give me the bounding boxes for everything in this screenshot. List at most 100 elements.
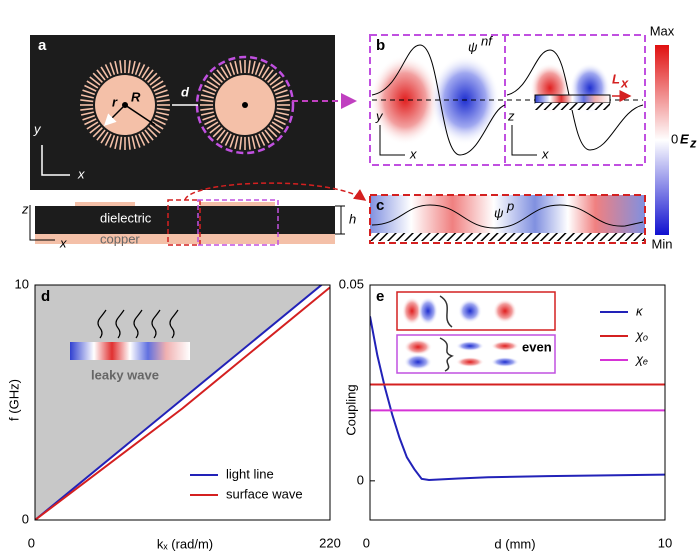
axis-z: z	[21, 201, 29, 216]
y-tick-label: 0	[22, 511, 29, 526]
resonator-spoke	[151, 121, 164, 130]
resonator-spoke	[258, 64, 266, 77]
resonator-spoke	[119, 60, 123, 74]
panel-b: b ψ nf L x y x z x	[369, 33, 646, 166]
resonator-spoke	[89, 124, 101, 134]
resonator-spoke	[109, 134, 116, 148]
colorbar-max: Max	[650, 23, 675, 38]
resonator-spoke	[216, 129, 226, 141]
resonator	[200, 202, 275, 206]
resonator-spoke	[216, 69, 226, 81]
resonator-spoke	[100, 66, 109, 79]
resonator-spoke	[271, 121, 284, 130]
resonator-spoke	[134, 62, 141, 76]
legend-label: χₒ	[635, 327, 648, 342]
colorbar-E: E	[680, 131, 689, 146]
r-label: r	[112, 94, 118, 109]
resonator-spoke	[100, 131, 109, 144]
radiation-arrow	[151, 309, 161, 339]
resonator-spoke	[247, 60, 251, 74]
resonator-spoke	[109, 62, 116, 76]
panel-label: c	[376, 197, 384, 214]
resonator-spoke	[264, 69, 274, 81]
h-label: h	[349, 211, 356, 226]
resonator-spoke	[151, 80, 164, 89]
axis-x: x	[59, 235, 67, 250]
resonator-spoke	[234, 60, 239, 74]
axis-x: x	[77, 166, 85, 181]
resonator-spoke	[80, 94, 94, 99]
resonator-spoke	[92, 72, 103, 83]
resonator-spoke	[119, 136, 123, 150]
h-bracket	[335, 205, 345, 235]
resonator-spoke	[149, 76, 161, 86]
resonator-spoke	[147, 127, 158, 138]
series-line	[370, 316, 665, 482]
field-red	[456, 357, 484, 367]
highlight-circle	[195, 55, 295, 155]
resonator-bar	[534, 94, 611, 104]
psi: ψ	[468, 39, 478, 54]
ground-plane	[535, 103, 610, 110]
resonator-spoke	[104, 133, 112, 146]
ground-plane	[370, 233, 645, 241]
axes-icon	[29, 205, 55, 241]
field-blue	[458, 299, 482, 323]
resonator-spoke	[200, 99, 214, 103]
mode-profile	[371, 44, 506, 156]
axes-icon	[379, 125, 405, 156]
sample-background	[30, 35, 335, 190]
leaky-wave-inset	[70, 309, 190, 360]
axes-icon	[511, 125, 537, 156]
inset-label: even	[522, 339, 552, 354]
resonator-spoke	[202, 89, 216, 96]
panel-label: a	[38, 37, 47, 54]
resonator-spoke	[89, 76, 101, 86]
radiation-arrow	[169, 309, 179, 339]
annotation: leaky wave	[91, 367, 159, 382]
series-line	[35, 285, 323, 520]
field-blue	[456, 341, 484, 351]
resonator-spoke	[153, 118, 166, 126]
radiation-arrows	[97, 309, 179, 339]
leaky-wave-strip	[70, 342, 190, 360]
legend-label: light line	[226, 466, 274, 481]
resonator-spoke	[156, 99, 170, 103]
resonator-spoke	[156, 94, 170, 99]
resonator-spoke	[104, 64, 112, 77]
x-axis-label: kₓ (rad/m)	[157, 536, 213, 551]
resonator-spoke	[254, 134, 261, 148]
resonator-spoke	[212, 127, 223, 138]
resonator-spoke	[138, 64, 146, 77]
resonator-spoke	[114, 136, 119, 150]
link-arrow	[184, 182, 367, 201]
resonator-spoke	[276, 111, 290, 116]
resonator-spoke	[239, 136, 243, 150]
y-tick-label: 0.05	[339, 276, 364, 291]
resonator-spoke	[267, 127, 278, 138]
copper-layer	[35, 234, 335, 244]
x-tick-label: 0	[363, 535, 370, 550]
resonator-spoke	[134, 134, 141, 148]
resonator-spoke	[127, 136, 131, 150]
resonator-spoke	[127, 60, 131, 74]
resonator-spoke	[229, 62, 236, 76]
resonator-spoke	[239, 60, 243, 74]
panel-a: a r R d y x	[30, 35, 357, 190]
axes-icon	[41, 145, 70, 176]
resonator-spoke	[156, 107, 170, 111]
L-label: L	[612, 71, 620, 86]
legend-label: χₑ	[635, 351, 648, 366]
resonator-spoke	[273, 84, 286, 92]
R-label: R	[131, 89, 141, 104]
psi: ψ	[494, 205, 504, 220]
resonator-spoke	[224, 133, 232, 146]
highlight-box	[197, 199, 279, 246]
panel-label: d	[41, 288, 50, 305]
colorbar: Max Min 0 E z	[650, 23, 697, 251]
y-tick-label: 10	[15, 276, 29, 291]
x-tick-label: 220	[319, 535, 341, 550]
resonator-spoke	[144, 69, 154, 81]
panel-label: b	[376, 37, 385, 54]
